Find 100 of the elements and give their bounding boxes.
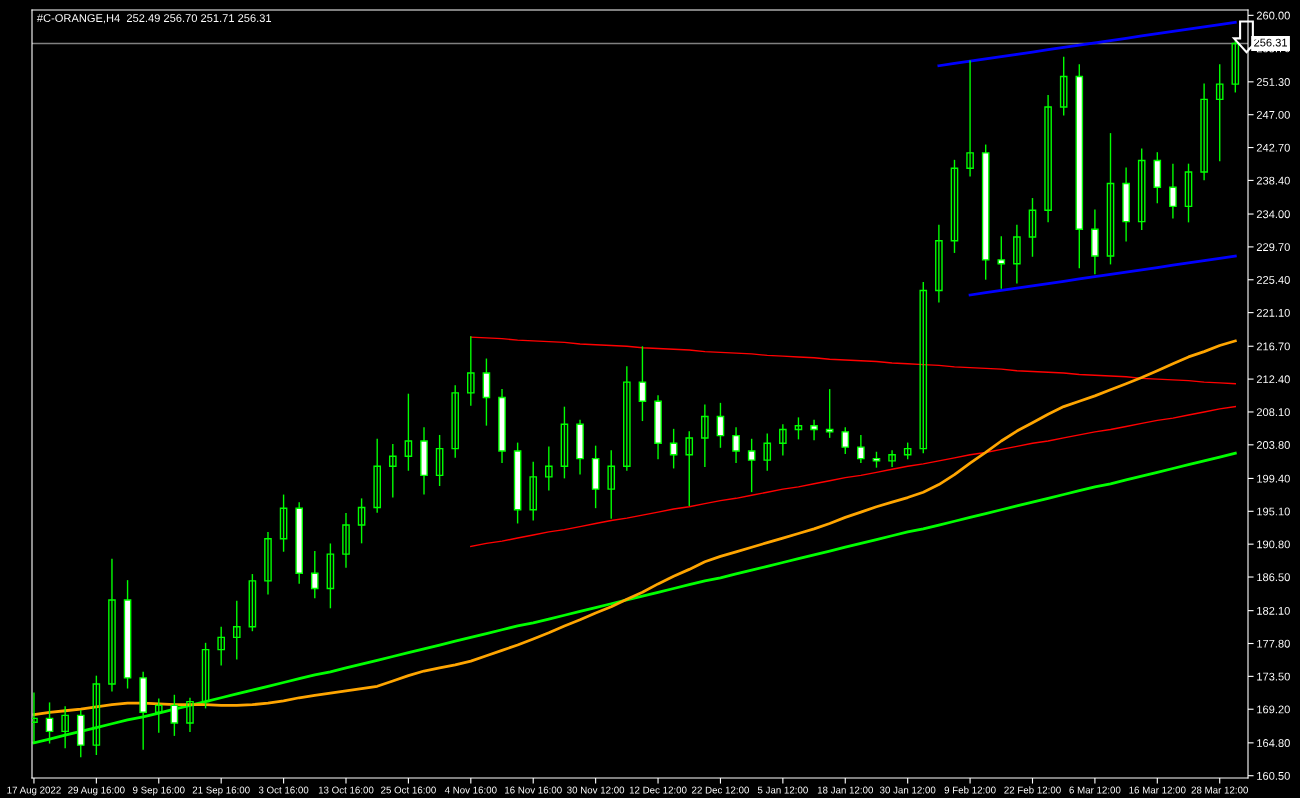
candlestick (232, 600, 241, 660)
x-tick-label: 6 Mar 12:00 (1069, 786, 1121, 794)
line-series (470, 405, 1237, 548)
y-tick-label: 242.70 (1256, 143, 1290, 152)
candlestick (357, 498, 366, 544)
candlestick (545, 446, 553, 491)
candlestick (310, 551, 319, 599)
x-tick-label: 29 Aug 16:00 (68, 786, 125, 796)
line-series (470, 336, 1237, 385)
candlestick (264, 532, 272, 595)
candlestick (451, 385, 460, 458)
x-tick-label: 28 Mar 12:00 (1191, 786, 1248, 794)
y-tick-label: 260.00 (1256, 11, 1290, 20)
candlestick (685, 431, 694, 506)
x-tick-label: 9 Feb 12:00 (944, 786, 996, 794)
candlestick (716, 402, 725, 448)
y-tick-label: 247.00 (1256, 110, 1290, 119)
candlestick (732, 427, 740, 464)
candlestick (810, 419, 818, 441)
candlestick (1013, 224, 1021, 284)
candlestick (950, 159, 959, 253)
candlestick (560, 406, 569, 479)
ref-line-label: 256.31 (1254, 38, 1287, 47)
candlestick (857, 434, 865, 464)
candlestick (1231, 39, 1240, 93)
y-tick-label: 221.10 (1256, 308, 1290, 317)
y-tick-label: 225.40 (1256, 276, 1290, 284)
candlestick (466, 336, 475, 406)
y-tick-label: 234.00 (1256, 210, 1290, 219)
candlestick (763, 433, 772, 471)
x-tick-label: 30 Jan 12:00 (879, 786, 936, 794)
candlestick (1200, 83, 1208, 181)
candlestick (1137, 148, 1146, 231)
x-tick-label: 4 Nov 16:00 (444, 786, 497, 794)
candlestick (108, 558, 116, 692)
candlestick (794, 417, 803, 440)
candlestick (825, 389, 834, 438)
chart-title: #C-ORANGE,H4 252.49 256.70 251.71 256.31 (36, 14, 272, 24)
y-tick-label: 195.10 (1257, 507, 1290, 516)
y-tick-label: 251.30 (1256, 78, 1290, 86)
y-tick-label: 216.70 (1256, 342, 1290, 351)
x-tick-label: 30 Nov 12:00 (567, 786, 625, 794)
candlestick (966, 60, 974, 177)
candlestick (1184, 163, 1193, 223)
x-tick-label: 3 Oct 16:00 (258, 786, 309, 794)
y-tick-label: 182.10 (1257, 606, 1290, 615)
x-tick-label: 12 Dec 12:00 (629, 786, 687, 794)
x-tick-label: 16 Mar 12:00 (1129, 786, 1186, 794)
candlestick (279, 494, 288, 552)
candlestick (1215, 64, 1224, 162)
candlestick (607, 450, 616, 519)
candlestick (841, 427, 850, 454)
x-tick-label: 18 Jan 12:00 (817, 786, 873, 794)
candlestick (1044, 94, 1052, 223)
candlestick (326, 543, 335, 609)
candlestick (529, 461, 538, 521)
y-tick-label: 186.50 (1257, 573, 1290, 582)
candlestick (435, 434, 444, 487)
x-tick-label: 9 Sep 16:00 (133, 786, 185, 796)
candlestick (747, 438, 756, 493)
candlestick (217, 626, 225, 666)
y-tick-label: 160.50 (1257, 771, 1290, 780)
candlestick (186, 697, 194, 733)
candlestick (373, 438, 382, 513)
candlestick (170, 694, 179, 736)
candlestick (935, 224, 943, 303)
candlestick (779, 424, 787, 456)
candlestick (997, 236, 1006, 289)
y-tick-label: 177.80 (1257, 639, 1290, 648)
candlestick (404, 393, 413, 471)
y-tick-label: 203.80 (1256, 441, 1290, 449)
candlestick (248, 574, 257, 632)
line-series (968, 254, 1237, 297)
candlestick (1059, 56, 1068, 116)
candlestick (623, 366, 631, 471)
x-tick-label: 21 Sep 16:00 (192, 786, 250, 796)
candlestick (1028, 198, 1037, 257)
candlestick (1106, 133, 1115, 265)
candlestick (701, 404, 709, 467)
y-tick-label: 238.40 (1256, 176, 1290, 185)
x-tick-label: 5 Jan 12:00 (757, 786, 808, 794)
x-tick-label: 22 Feb 12:00 (1004, 786, 1061, 794)
x-tick-label: 13 Oct 16:00 (318, 786, 374, 794)
y-tick-label: 173.50 (1257, 672, 1290, 681)
candlestick (201, 642, 210, 709)
x-tick-label: 16 Nov 16:00 (505, 786, 562, 794)
candlestick (638, 346, 647, 422)
y-tick-label: 229.70 (1256, 243, 1290, 252)
candlestick (388, 444, 397, 498)
y-tick-label: 199.40 (1257, 474, 1290, 483)
y-tick-label: 164.80 (1257, 739, 1290, 747)
y-tick-label: 190.80 (1257, 540, 1290, 549)
candlestick (342, 512, 350, 568)
y-tick-label: 208.10 (1256, 408, 1290, 417)
x-tick-label: 17 Aug 2022 (7, 786, 61, 796)
x-tick-label: 25 Oct 16:00 (381, 786, 436, 794)
candlestick (1169, 163, 1177, 219)
x-tick-label: 22 Dec 12:00 (692, 786, 749, 794)
candlestick (919, 282, 928, 454)
candlestick (888, 450, 896, 467)
